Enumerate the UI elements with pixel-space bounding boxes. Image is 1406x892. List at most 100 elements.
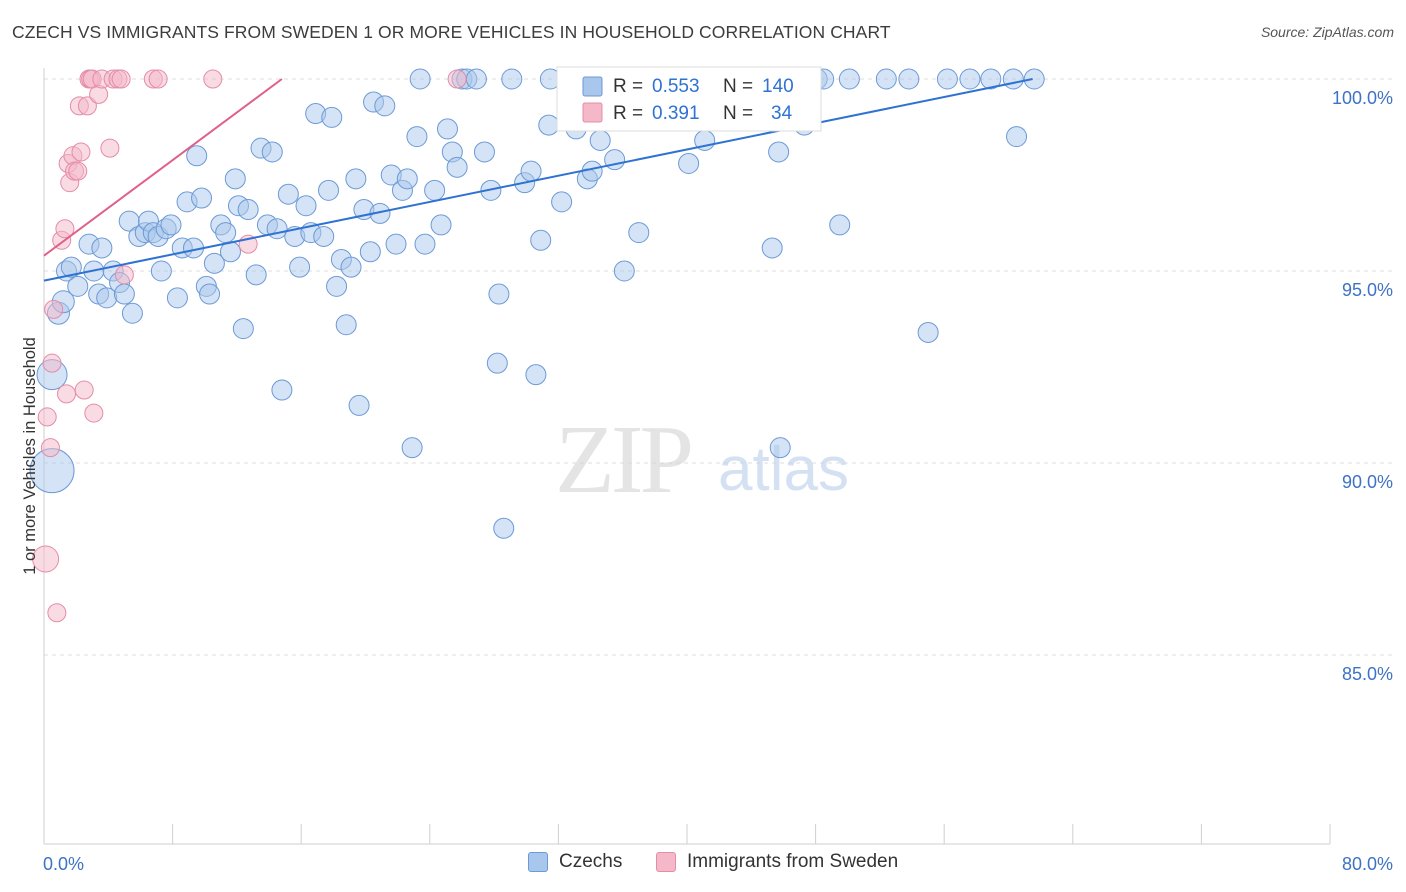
x-tick-label-max: 80.0% xyxy=(1342,854,1393,874)
czechs-point xyxy=(237,199,259,221)
czechs-point xyxy=(289,256,311,278)
czechs-point xyxy=(113,283,135,305)
stats-r-value-sweden: 0.391 xyxy=(652,103,700,124)
czechs-point xyxy=(160,214,182,236)
czechs-point xyxy=(326,275,348,297)
czechs-point xyxy=(409,68,431,90)
stats-n-label-sweden: N = xyxy=(723,103,753,124)
czechs-point xyxy=(473,141,495,163)
czechs-point xyxy=(266,218,288,240)
czechs-point xyxy=(959,68,981,90)
czechs-point xyxy=(203,252,225,274)
sweden-point xyxy=(74,380,94,400)
czechs-point xyxy=(186,145,208,167)
y-tick-label: 100.0% xyxy=(1332,88,1393,108)
czechs-point xyxy=(678,152,700,174)
czechs-point xyxy=(493,517,515,539)
czechs-point xyxy=(271,379,293,401)
czechs-point xyxy=(150,260,172,282)
czechs-point xyxy=(121,302,143,324)
czechs-point xyxy=(295,195,317,217)
stats-n-value-sweden: 34 xyxy=(771,103,793,124)
stats-n-value-czechs: 140 xyxy=(762,76,794,97)
czechs-point xyxy=(401,437,423,459)
stats-swatch-czechs xyxy=(582,76,603,97)
czechs-point xyxy=(1002,68,1024,90)
y-tick-label: 95.0% xyxy=(1342,280,1393,300)
sweden-point xyxy=(89,84,109,104)
sweden-point xyxy=(44,299,64,319)
czechs-point xyxy=(277,183,299,205)
czechs-trend-line xyxy=(43,78,1033,282)
czechs-point xyxy=(769,437,791,459)
czechs-point xyxy=(589,129,611,151)
czechs-point xyxy=(936,68,958,90)
sweden-point xyxy=(40,438,60,458)
czechs-point xyxy=(359,241,381,263)
czechs-point xyxy=(348,394,370,416)
sweden-point xyxy=(68,161,88,181)
czechs-point xyxy=(67,275,89,297)
sweden-point xyxy=(71,142,91,162)
czechs-point xyxy=(530,229,552,251)
y-axis-label: 1 or more Vehicles in Household xyxy=(21,337,39,575)
czechs-point xyxy=(465,68,487,90)
czechs-point xyxy=(898,68,920,90)
sweden-point xyxy=(32,545,60,573)
czechs-point xyxy=(166,287,188,309)
legend-swatch-czechs xyxy=(528,852,548,872)
czechs-point xyxy=(374,95,396,117)
sweden-point xyxy=(148,69,168,89)
czechs-point xyxy=(345,168,367,190)
czechs-point xyxy=(875,68,897,90)
czechs-point xyxy=(613,260,635,282)
czechs-point xyxy=(60,256,82,278)
czechs-point xyxy=(488,283,510,305)
czechs-point xyxy=(430,214,452,236)
sweden-point xyxy=(203,69,223,89)
czechs-point xyxy=(91,237,113,259)
czechs-point xyxy=(414,233,436,255)
sweden-point xyxy=(55,219,75,239)
czechs-point xyxy=(838,68,860,90)
stats-r-value-czechs: 0.553 xyxy=(652,76,700,97)
czechs-point xyxy=(318,179,340,201)
czechs-point xyxy=(520,160,542,182)
czechs-point xyxy=(396,168,418,190)
czechs-point xyxy=(768,141,790,163)
czechs-point xyxy=(761,237,783,259)
czechs-point xyxy=(1006,126,1028,148)
sweden-point xyxy=(447,69,467,89)
sweden-point xyxy=(84,403,104,423)
czechs-point xyxy=(424,179,446,201)
czechs-point xyxy=(385,233,407,255)
legend-label-sweden: Immigrants from Sweden xyxy=(687,851,899,872)
czechs-point xyxy=(436,118,458,140)
czechs-point xyxy=(829,214,851,236)
x-tick-label-min: 0.0% xyxy=(43,854,84,874)
sweden-point xyxy=(77,96,97,116)
legend-label-czechs: Czechs xyxy=(559,851,623,872)
czechs-point xyxy=(199,283,221,305)
czechs-point xyxy=(1023,68,1045,90)
legend-item-czechs: Czechs xyxy=(528,851,622,873)
czechs-point xyxy=(628,222,650,244)
czechs-point xyxy=(525,364,547,386)
chart-title: CZECH VS IMMIGRANTS FROM SWEDEN 1 OR MOR… xyxy=(12,22,891,42)
watermark-zip: ZIP xyxy=(555,406,690,514)
legend-item-sweden: Immigrants from Sweden xyxy=(656,851,898,873)
czechs-point xyxy=(261,141,283,163)
czechs-point xyxy=(980,68,1002,90)
stats-r-label-czechs: R = xyxy=(613,76,643,97)
czechs-point xyxy=(224,168,246,190)
czechs-point xyxy=(321,106,343,128)
sweden-point xyxy=(42,353,62,373)
czechs-point xyxy=(446,156,468,178)
czechs-point xyxy=(486,352,508,374)
stats-n-label-czechs: N = xyxy=(723,76,753,97)
czechs-point xyxy=(340,256,362,278)
stats-swatch-sweden xyxy=(582,102,603,123)
sweden-point xyxy=(114,265,134,285)
czechs-point xyxy=(191,187,213,209)
